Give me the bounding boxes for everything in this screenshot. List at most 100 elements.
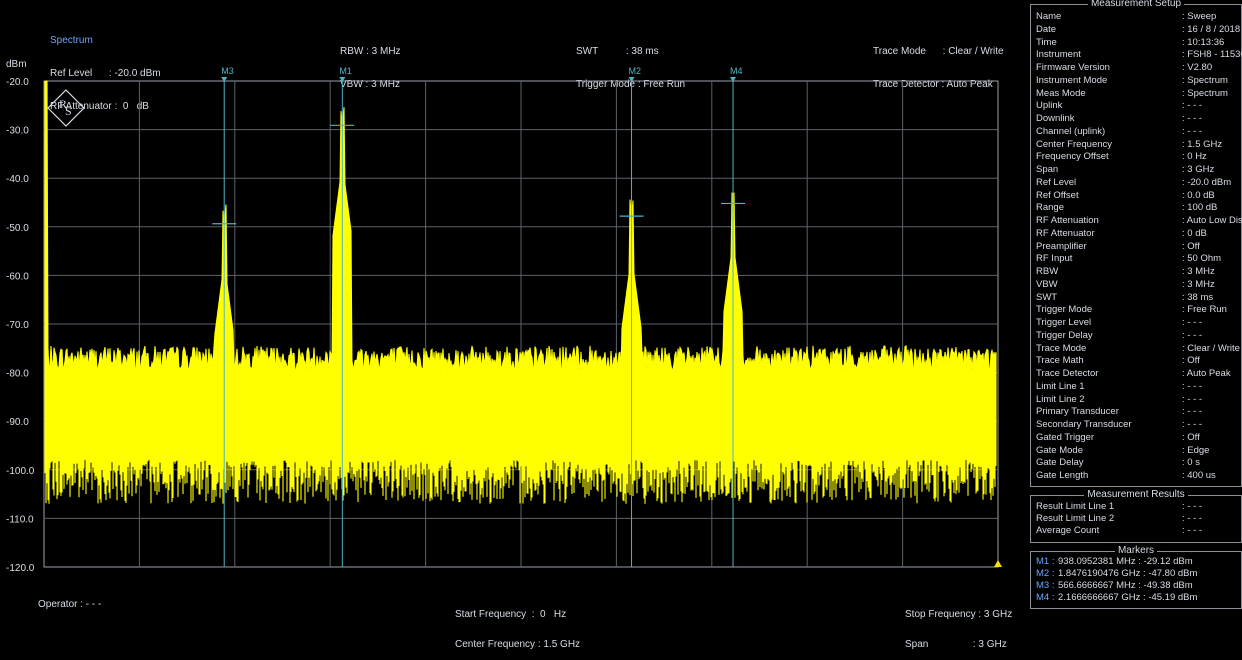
setup-key: Trigger Delay [1036,329,1093,341]
marker-result-row: M4 :2.1666666667 GHz : -45.19 dBm [1036,593,1197,603]
setup-key: Preamplifier [1036,240,1087,252]
setup-row: Name : Sweep [1036,11,1241,22]
header-bw: RBW : 3 MHz VBW : 3 MHz [340,24,401,101]
setup-row: RBW : 3 MHz [1036,266,1241,277]
setup-row: Trace Mode : Clear / Write [1036,342,1241,354]
setup-value: : - - - [1182,125,1203,137]
setup-key: Name [1036,11,1062,22]
footer-start: Start Frequency : 0 Hz Center Frequency … [455,590,580,660]
setup-value: : 3 MHz [1182,266,1215,277]
setup-row: RF Attenuator : 0 dB [1036,227,1241,239]
setup-row: Uplink: - - - [1036,100,1241,112]
result-value: : - - - [1182,513,1203,524]
start-frequency-label: Start Frequency : 0 Hz [455,609,567,620]
setup-key: Trigger Level [1036,317,1092,328]
setup-key: Uplink [1036,100,1063,112]
setup-key: RBW [1036,266,1059,277]
y-tick-label: -110.0 [6,514,34,525]
measurement-results-group: Measurement Results Result Limit Line 1:… [1030,489,1242,543]
setup-value: : - - - [1182,419,1203,430]
y-tick-label: -120.0 [6,563,35,574]
marker-label: M2 [629,66,642,76]
marker-arrow-icon [221,77,228,82]
spectrum-trace [44,80,997,504]
setup-value: : - - - [1182,317,1203,328]
marker-layer: M3 M1 M2 M4 [212,66,1002,567]
marker-value: 1.8476190476 GHz : -47.80 dBm [1058,568,1198,579]
setup-key: Downlink [1036,113,1075,124]
setup-value: : Sweep [1182,11,1217,22]
y-unit-label: dBm [6,59,27,70]
setup-row: Span: 3 GHz [1036,164,1241,175]
setup-row: Downlink: - - - [1036,113,1241,124]
y-tick-label: -40.0 [6,174,29,185]
setup-row: Trigger Delay : - - - [1036,329,1241,341]
spectrum-plot[interactable]: M3 M1 M2 M4 -20.0-30.0-40.0-50.0-60.0-70.0-… [0,0,1027,610]
setup-key: Date [1036,23,1057,35]
setup-key: Gate Delay [1036,457,1084,469]
setup-value: : Clear / Write [1182,342,1240,354]
setup-key: RF Attenuator [1036,227,1095,239]
setup-key: Gated Trigger [1036,431,1095,443]
result-key: Result Limit Line 2 [1036,513,1115,524]
setup-value: : 38 ms [1182,291,1214,303]
setup-key: RF Attenuation [1036,215,1099,226]
setup-row: Date: 16 / 8 / 2018 [1036,23,1241,35]
y-tick-label: -80.0 [6,369,29,380]
swt-readout: SWT : 38 ms [576,46,659,57]
setup-value: : Auto Low Distortion [1182,215,1242,226]
footer-stop: Stop Frequency : 3 GHz Span : 3 GHz [905,590,1012,660]
setup-value: : -20.0 dBm [1182,176,1232,188]
setup-row: Trigger Mode: Free Run [1036,304,1241,315]
result-key: Average Count [1036,525,1100,536]
info-panel: Measurement Setup Name: Sweep Date: 16 / … [1027,0,1242,610]
setup-row: Instrument: FSH8 - 115300/02 [1036,49,1242,60]
setup-row: Frequency Offset: 0 Hz [1036,151,1241,162]
svg-text:R: R [59,97,67,111]
span-label: Span : 3 GHz [905,639,1007,650]
marker-value: 2.1666666667 GHz : -45.19 dBm [1058,592,1198,603]
setup-row: Trace Math : Off [1036,355,1241,367]
stop-marker-icon [994,560,1002,567]
rs-logo-icon: R S [47,89,85,127]
setup-row: RF Attenuation : Auto Low Distortion [1036,215,1242,226]
header-left: Spectrum Ref Level : -20.0 dBm RF Attenu… [50,13,161,123]
setup-row: Firmware Version: V2.80 [1036,62,1241,73]
setup-key: Ref Level [1036,176,1077,188]
setup-key: Firmware Version [1036,62,1110,73]
header-trace: Trace Mode : Clear / Write Trace Detecto… [873,24,1004,101]
svg-text:S: S [65,104,72,118]
y-tick-label: -90.0 [6,417,29,428]
setup-value: : - - - [1182,329,1203,341]
marker-arrow-icon [730,77,737,82]
rbw-readout: RBW : 3 MHz [340,46,401,57]
trace-upper-envelope [45,80,997,372]
marker-result-row: M2 :1.8476190476 GHz : -47.80 dBm [1036,569,1197,579]
result-row: Average Count: - - - [1036,525,1241,536]
setup-row: Instrument Mode: Spectrum [1036,75,1241,86]
setup-value: : 0 dB [1182,227,1207,239]
header-sweep: SWT : 38 ms Trigger Mode : Free Run [576,24,685,101]
result-value: : - - - [1182,501,1203,512]
y-tick-label: -20.0 [6,77,29,88]
setup-value: : 0.0 dB [1182,189,1215,201]
setup-value: : - - - [1182,380,1203,392]
setup-row: Ref Offset: 0.0 dB [1036,189,1241,201]
setup-value: : 3 MHz [1182,278,1215,290]
setup-key: Trace Math [1036,355,1084,367]
setup-value: : Auto Peak [1182,368,1231,379]
setup-key: Trace Mode [1036,342,1087,354]
setup-value: : 10:13:36 [1182,36,1225,48]
y-tick-label: -50.0 [6,223,29,234]
setup-value: : - - - [1182,406,1203,418]
setup-key: Range [1036,202,1064,214]
setup-row: Channel (uplink): - - - [1036,125,1241,137]
result-row: Result Limit Line 2 : - - - [1036,513,1241,524]
setup-value: : Off [1182,355,1200,367]
setup-row: Ref Level : -20.0 dBm [1036,176,1241,188]
y-axis-ticks: -20.0 -30.0 -40.0 -50.0 -60.0 -70.0 -80.0 -90.0… [6,77,35,574]
setup-key: Gate Mode [1036,444,1083,456]
operator-label: Operator : - - - [38,599,102,610]
marker-id: M4 : [1036,592,1055,603]
marker-label: M4 [730,66,743,76]
